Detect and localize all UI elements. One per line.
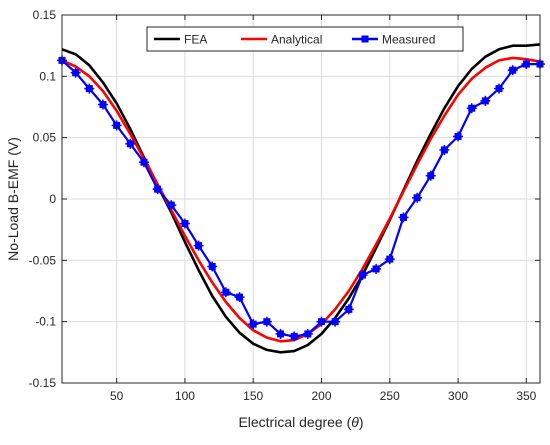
legend: FEA Analytical Measured <box>146 26 464 52</box>
x-tick-label: 50 <box>110 389 124 403</box>
y-tick-label: -0.1 <box>35 315 56 329</box>
legend-label-measured: Measured <box>382 33 435 47</box>
legend-label-analytical: Analytical <box>271 33 322 47</box>
y-axis-label: No-Load B-EMF (V) <box>5 137 21 261</box>
y-tick-label: -0.05 <box>29 253 57 267</box>
x-axis-label: Electrical degree (θ) <box>238 414 363 430</box>
x-tick-label: 150 <box>243 389 263 403</box>
series-line-analytical <box>61 56 541 343</box>
ticks: 50 100 150 200 250 300 350 -0.15 -0.1 -0.05 0 0.05 0… <box>29 8 540 403</box>
x-tick-label: 250 <box>380 389 400 403</box>
y-tick-label: 0 <box>49 192 56 206</box>
y-tick-label: 0.05 <box>33 131 57 145</box>
x-tick-label: 100 <box>175 389 195 403</box>
y-tick-label: 0.15 <box>33 8 57 22</box>
series-group <box>57 43 545 354</box>
x-tick-label: 300 <box>448 389 468 403</box>
x-tick-label: 200 <box>311 389 331 403</box>
legend-box <box>146 26 464 52</box>
legend-marker-measured <box>361 35 369 43</box>
y-tick-label: 0.1 <box>39 69 56 83</box>
x-tick-label: 350 <box>516 389 536 403</box>
legend-label-fea: FEA <box>184 33 207 47</box>
y-tick-label: -0.15 <box>29 376 57 390</box>
